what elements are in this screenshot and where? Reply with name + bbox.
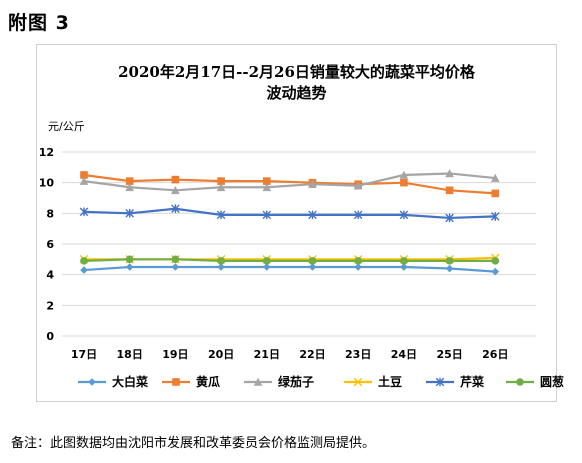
legend-label: 土豆 — [378, 374, 402, 389]
chart-frame — [36, 44, 557, 402]
data-point-s5 — [79, 207, 89, 217]
data-point-s2 — [445, 186, 454, 195]
data-point-s2 — [263, 177, 271, 185]
data-point-s1 — [171, 263, 180, 271]
data-point-s6 — [445, 257, 454, 265]
series-line-6 — [83, 258, 496, 262]
data-point-s3 — [262, 182, 272, 192]
y-tick-label: 4 — [46, 269, 54, 282]
data-point-s2 — [217, 177, 225, 185]
series-line-3 — [83, 172, 496, 192]
legend-marker — [253, 377, 263, 386]
data-point-s3 — [216, 182, 226, 192]
x-tick-label: 25日 — [436, 348, 462, 361]
legend-label: 绿茄子 — [278, 374, 314, 389]
data-point-s6 — [400, 257, 408, 265]
x-tick-label: 24日 — [391, 348, 417, 361]
data-point-s5 — [399, 210, 409, 220]
legend-marker — [172, 378, 180, 386]
data-point-s6 — [308, 257, 317, 265]
data-point-s2 — [125, 177, 134, 185]
data-point-s1 — [445, 264, 454, 273]
data-point-s3 — [125, 182, 134, 192]
legend-marker — [88, 378, 96, 386]
data-point-s3 — [79, 176, 89, 185]
data-point-s5 — [171, 204, 180, 214]
x-tick-label: 23日 — [345, 348, 371, 361]
data-point-s1 — [400, 263, 408, 271]
data-point-s5 — [216, 210, 226, 220]
y-tick-label: 10 — [39, 177, 55, 190]
y-tick-label: 2 — [46, 299, 54, 312]
legend-label: 圆葱 — [540, 374, 564, 389]
chart-title-line2: 波动趋势 — [266, 84, 327, 102]
data-point-s3 — [171, 186, 180, 195]
data-point-s1 — [491, 267, 500, 276]
data-point-s3 — [399, 170, 409, 179]
data-point-s1 — [308, 263, 317, 271]
series-line-5 — [83, 207, 496, 220]
x-tick-label: 20日 — [208, 348, 234, 361]
data-point-s3 — [308, 179, 317, 188]
legend-label: 芹菜 — [460, 374, 484, 389]
data-point-s2 — [171, 175, 180, 184]
data-point-s1 — [217, 263, 225, 271]
data-point-s5 — [491, 212, 500, 221]
chart-title-line1: 2020年2月17日--2月26日销量较大的蔬菜平均价格 — [118, 63, 475, 81]
legend-label: 大白菜 — [112, 374, 148, 389]
y-tick-label: 8 — [46, 207, 54, 220]
data-point-s5 — [445, 213, 454, 223]
y-tick-label: 0 — [46, 330, 54, 343]
data-point-s3 — [445, 169, 454, 178]
data-point-s2 — [80, 171, 88, 179]
x-tick-label: 26日 — [482, 348, 508, 361]
series-line-2 — [83, 173, 496, 195]
figure-heading: 附图 3 — [8, 12, 70, 34]
x-tick-label: 17日 — [71, 348, 97, 361]
data-point-s2 — [400, 178, 408, 187]
data-point-s6 — [354, 257, 363, 265]
data-point-s5 — [353, 210, 363, 220]
data-point-s5 — [125, 209, 134, 218]
data-point-s1 — [80, 266, 88, 274]
legend-marker — [435, 377, 445, 387]
data-point-s1 — [354, 263, 362, 271]
x-tick-label: 21日 — [254, 348, 280, 361]
data-point-s6 — [125, 255, 134, 264]
y-tick-label: 12 — [39, 146, 54, 159]
x-tick-label: 22日 — [299, 348, 325, 361]
data-point-s6 — [80, 257, 88, 265]
data-point-s5 — [308, 210, 317, 220]
legend-marker — [516, 378, 524, 386]
data-point-s6 — [263, 257, 271, 265]
data-point-s6 — [217, 257, 225, 265]
series-line-1 — [83, 265, 496, 273]
y-axis-label: 元/公斤 — [48, 120, 85, 133]
x-tick-label: 19日 — [162, 348, 188, 361]
x-tick-label: 18日 — [117, 348, 143, 361]
data-point-s6 — [171, 255, 180, 264]
data-point-s3 — [491, 173, 500, 182]
source-note: 备注：此图数据均由沈阳市发展和改革委员会价格监测局提供。 — [11, 436, 376, 451]
data-point-s1 — [263, 263, 271, 271]
data-point-s3 — [353, 181, 363, 190]
legend-marker — [353, 377, 363, 387]
y-tick-label: 6 — [46, 238, 54, 251]
data-point-s2 — [491, 189, 500, 198]
data-point-s1 — [125, 263, 134, 271]
data-point-s6 — [491, 257, 500, 265]
legend-label: 黄瓜 — [196, 374, 220, 389]
data-point-s5 — [262, 210, 272, 220]
